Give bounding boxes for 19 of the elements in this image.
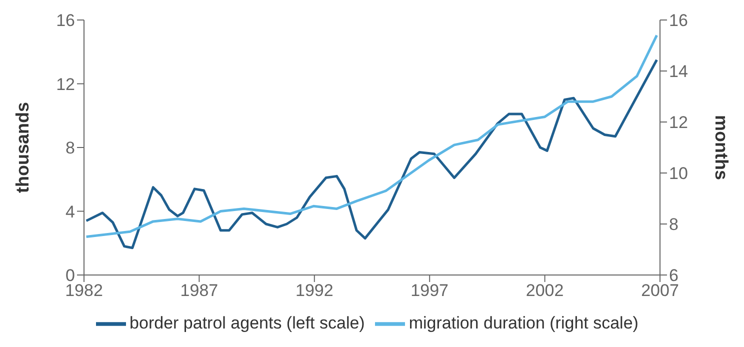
y2-tick-label: 16 — [669, 11, 688, 30]
y2-tick-label: 14 — [669, 62, 688, 82]
y-tick-label: 8 — [66, 138, 75, 158]
x-tick-label: 1997 — [410, 281, 449, 300]
y-axis-title: thousands — [12, 102, 32, 194]
y-tick-label: 4 — [66, 202, 75, 222]
x-tick-label: 1987 — [180, 281, 218, 300]
y-tick-label: 16 — [56, 11, 75, 30]
line-series — [85, 58, 658, 250]
legend-label: migration duration (right scale) — [408, 313, 638, 332]
y-tick-label: 12 — [56, 74, 75, 94]
line-series — [85, 34, 658, 238]
y2-tick-label: 10 — [669, 164, 688, 184]
y2-tick-label: 12 — [669, 113, 688, 132]
x-tick-label: 2002 — [526, 281, 564, 300]
legend-label: border patrol agents (left scale) — [130, 313, 365, 332]
y2-tick-label: 8 — [669, 215, 678, 234]
y2-axis-title: months — [712, 115, 732, 180]
x-tick-label: 1992 — [295, 281, 334, 300]
